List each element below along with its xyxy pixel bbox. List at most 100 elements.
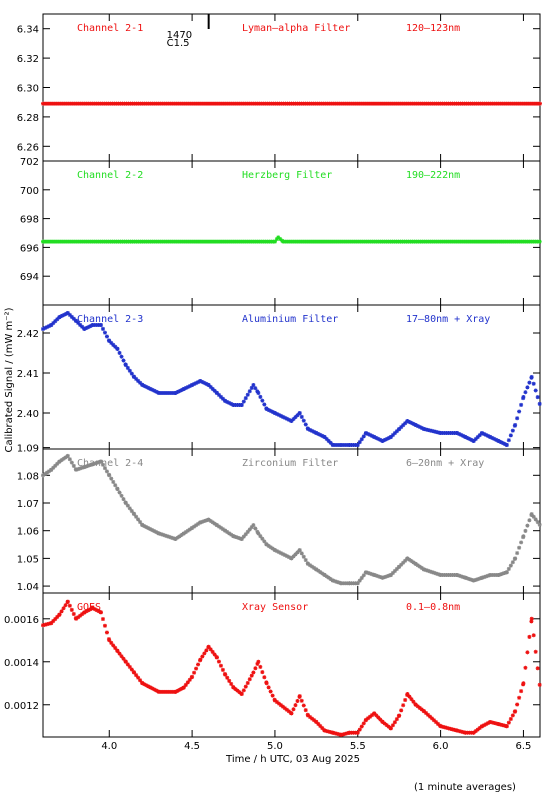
data-point (256, 391, 261, 395)
data-point (249, 385, 254, 390)
data-point (78, 322, 83, 327)
data-point (498, 722, 503, 727)
data-point (57, 612, 62, 617)
data-point (80, 465, 85, 470)
data-point (268, 545, 273, 550)
data-point (100, 462, 105, 467)
data-point (314, 719, 319, 724)
data-point (407, 694, 412, 699)
data-point (324, 436, 329, 441)
data-point (225, 675, 230, 680)
panel-label: Lyman–alpha Filter (242, 23, 350, 34)
panel-frame (42, 13, 541, 162)
data-point (506, 566, 511, 571)
data-point (339, 732, 344, 737)
data-point (480, 431, 485, 435)
data-point (220, 527, 225, 532)
data-point (249, 525, 254, 530)
data-point (513, 423, 518, 427)
data-point (320, 433, 325, 438)
data-point (422, 709, 427, 714)
data-point (392, 431, 397, 436)
data-point (190, 525, 195, 530)
data-point (78, 466, 83, 471)
data-point (262, 539, 267, 544)
data-point (401, 703, 406, 708)
data-point (107, 638, 112, 643)
data-point (301, 554, 306, 559)
data-point (90, 462, 95, 467)
data-point (515, 416, 520, 421)
data-point (320, 571, 325, 576)
data-point (258, 394, 263, 399)
data-point (531, 633, 536, 638)
data-point (293, 703, 298, 708)
data-point (160, 532, 165, 537)
data-point (326, 729, 331, 734)
data-point (455, 728, 460, 733)
panel-frame (42, 592, 541, 738)
data-point (525, 385, 530, 390)
data-point (411, 421, 416, 426)
data-point (510, 713, 515, 718)
x-tick-label: 5.0 (267, 741, 283, 752)
data-point (521, 681, 526, 686)
data-point (260, 536, 265, 541)
data-point (51, 321, 56, 326)
panel-label: 120–123nm (406, 23, 460, 34)
data-point (71, 316, 76, 321)
y-tick-label: 2.41 (17, 369, 39, 380)
data-point (82, 465, 87, 469)
data-point (463, 575, 468, 580)
data-point (210, 386, 215, 391)
data-point (435, 721, 440, 726)
data-point (510, 428, 515, 433)
data-point (378, 717, 383, 722)
data-point (525, 523, 530, 528)
data-point (376, 574, 381, 579)
data-point (256, 531, 261, 536)
data-point (324, 729, 329, 734)
data-point (179, 686, 184, 691)
data-point (303, 708, 308, 713)
data-point (61, 606, 66, 611)
data-point (419, 425, 424, 430)
data-point (92, 607, 97, 612)
data-point (297, 411, 302, 415)
data-point (109, 476, 114, 481)
data-point (482, 431, 487, 436)
data-point (521, 395, 526, 399)
data-point (177, 687, 182, 692)
data-point (115, 347, 120, 351)
data-point (76, 615, 81, 620)
panel-label: Channel 2-4 (77, 458, 143, 469)
data-point (455, 573, 460, 577)
data-point (117, 651, 122, 656)
data-point (372, 573, 377, 577)
data-point (461, 574, 466, 579)
data-point (196, 380, 201, 385)
data-point (132, 512, 137, 517)
data-point (96, 609, 101, 614)
data-point (251, 670, 256, 675)
data-point (426, 568, 431, 573)
data-point (471, 730, 476, 735)
data-point (175, 390, 180, 395)
data-point (380, 719, 385, 724)
data-point (223, 399, 228, 403)
data-point (295, 413, 300, 418)
data-point (214, 655, 219, 660)
data-point (113, 646, 118, 651)
data-point (63, 312, 68, 317)
data-point (276, 412, 281, 417)
data-point (525, 650, 530, 655)
data-point (314, 567, 319, 572)
data-point (200, 519, 205, 524)
data-point (42, 471, 47, 476)
data-point (293, 552, 298, 557)
data-point (241, 399, 246, 404)
data-point (206, 644, 211, 649)
data-point (394, 429, 399, 434)
data-point (289, 419, 294, 423)
data-point (419, 565, 424, 570)
